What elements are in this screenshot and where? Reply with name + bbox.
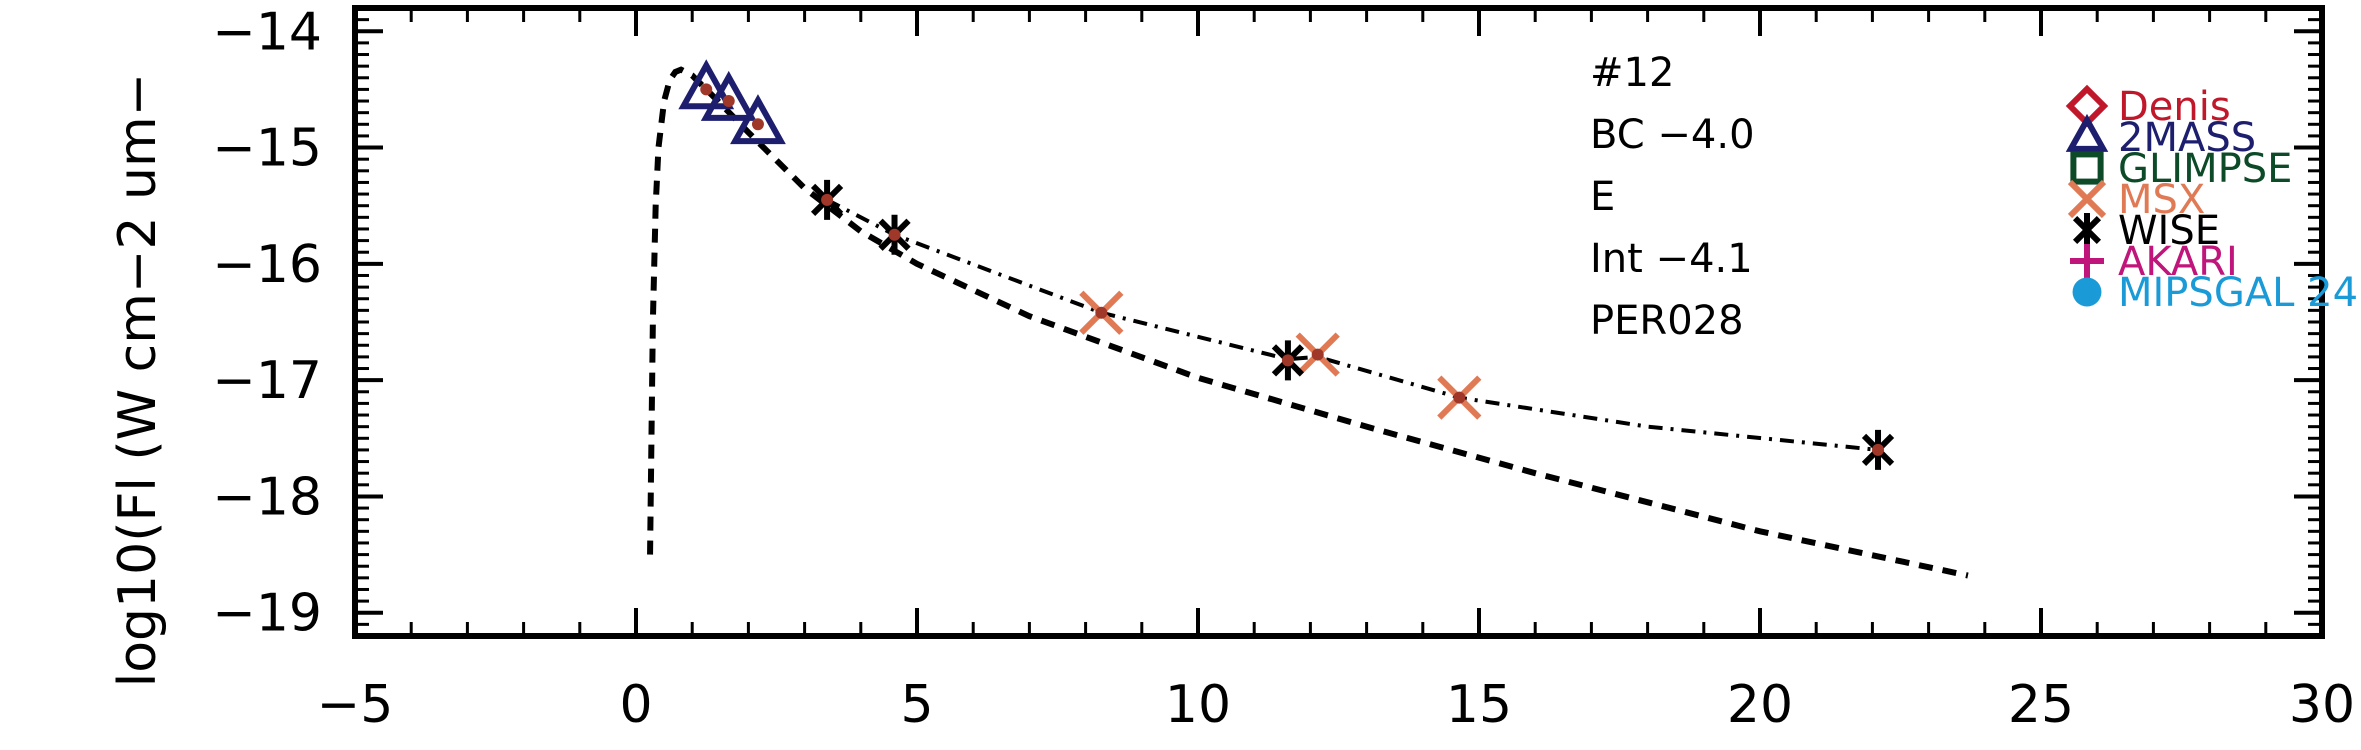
x-tick-label: 0 bbox=[619, 675, 652, 735]
legend-label: Denis bbox=[2118, 84, 2231, 130]
annotation-line: PER028 bbox=[1590, 298, 1744, 344]
model-dashdot-line bbox=[826, 198, 1879, 452]
observed-flux-point bbox=[1281, 354, 1294, 367]
legend-marker-mipsgal-24 bbox=[2072, 277, 2102, 307]
legend-marker-wise bbox=[2072, 213, 2102, 247]
legend-marker-msx bbox=[2067, 179, 2107, 219]
data-point-2mass bbox=[730, 94, 786, 145]
observed-flux-point bbox=[722, 95, 735, 108]
observed-flux-point bbox=[700, 83, 713, 96]
observed-flux-point bbox=[888, 228, 901, 241]
model-curves bbox=[647, 66, 1969, 579]
legend-label: MSX bbox=[2118, 177, 2205, 223]
axis-ticks bbox=[353, 6, 2324, 638]
legend-label: 2MASS bbox=[2118, 115, 2256, 161]
model-dashed-line bbox=[647, 66, 1969, 579]
annotation-line: Int −4.1 bbox=[1590, 236, 1753, 282]
y-tick-label: −15 bbox=[212, 119, 322, 179]
data-point-2mass bbox=[678, 59, 735, 110]
annotation-block: #12 BC −4.0 E Int −4.1 PER028 bbox=[1590, 50, 1755, 344]
data-markers bbox=[678, 59, 1895, 470]
y-tick-label: −18 bbox=[212, 467, 322, 527]
legend-label: WISE bbox=[2118, 208, 2220, 254]
observed-flux-point bbox=[1872, 443, 1885, 456]
annotation-line: E bbox=[1590, 174, 1615, 220]
axis-tick-labels: −5 0 5 10 15 20 25 30 −14 −15 −16 −17 −18 −19 bbox=[212, 2, 2355, 735]
x-tick-label: 5 bbox=[900, 675, 933, 735]
legend-marker-2mass bbox=[2065, 113, 2109, 152]
legend-label: GLIMPSE bbox=[2118, 146, 2292, 192]
y-tick-label: −16 bbox=[212, 235, 322, 295]
y-axis-label: log10(Fl (W cm−2 um− bbox=[108, 73, 168, 687]
y-tick-label: −19 bbox=[212, 584, 322, 644]
observed-flux-point bbox=[751, 118, 764, 131]
legend-label: MIPSGAL 24 bbox=[2118, 270, 2358, 316]
annotation-line: #12 bbox=[1590, 50, 1674, 96]
x-tick-label: −5 bbox=[317, 675, 394, 735]
legend-marker-akari bbox=[2070, 244, 2104, 278]
x-tick-label: 20 bbox=[1727, 675, 1793, 735]
observed-flux-point bbox=[1453, 391, 1466, 404]
y-tick-label: −17 bbox=[212, 351, 322, 411]
legend-marker-glimpse bbox=[2070, 151, 2104, 185]
observed-flux-point bbox=[1311, 348, 1324, 361]
x-tick-label: 30 bbox=[2289, 675, 2355, 735]
x-tick-label: 15 bbox=[1446, 675, 1512, 735]
annotation-line: BC −4.0 bbox=[1590, 112, 1755, 158]
observed-flux-point bbox=[821, 193, 834, 206]
y-tick-label: −14 bbox=[212, 2, 322, 62]
legend-label: AKARI bbox=[2118, 239, 2238, 285]
x-tick-label: 25 bbox=[2008, 675, 2074, 735]
observed-flux-point bbox=[1095, 306, 1108, 319]
x-tick-label: 10 bbox=[1165, 675, 1231, 735]
data-point-2mass bbox=[700, 70, 757, 121]
